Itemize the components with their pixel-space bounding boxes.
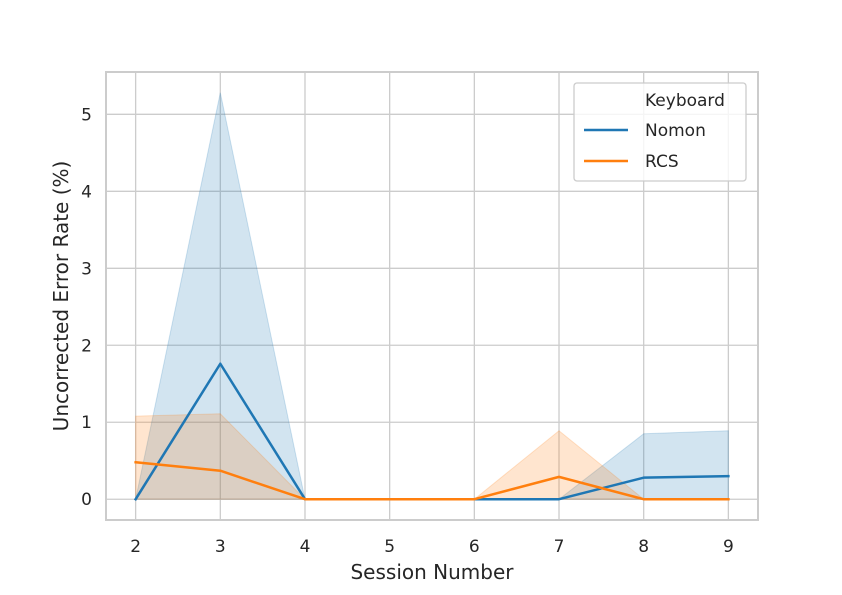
y-tick-label: 5 (81, 105, 92, 125)
x-tick-label: 9 (723, 537, 734, 557)
x-tick-label: 5 (384, 537, 395, 557)
legend-box (573, 82, 747, 182)
x-tick-label: 6 (469, 537, 480, 557)
legend-label-rcs: RCS (645, 152, 679, 172)
legend-label-nomon: Nomon (645, 121, 706, 141)
plot-frame (105, 71, 759, 521)
tick-labels: 2 3 4 5 6 7 8 9 0 1 2 3 4 5 (81, 105, 734, 557)
y-tick-label: 4 (81, 182, 92, 202)
legend: Keyboard Nomon RCS (573, 82, 747, 182)
y-tick-label: 3 (81, 259, 92, 279)
plot-border (105, 71, 759, 521)
x-tick-label: 2 (130, 537, 141, 557)
x-tick-label: 4 (300, 537, 311, 557)
legend-title: Keyboard (645, 91, 725, 111)
x-axis-title: Session Number (350, 560, 514, 584)
x-tick-label: 8 (638, 537, 649, 557)
y-tick-label: 0 (81, 490, 92, 510)
y-tick-label: 1 (81, 413, 92, 433)
x-tick-label: 3 (215, 537, 226, 557)
y-axis-title: Uncorrected Error Rate (%) (49, 161, 73, 432)
y-tick-label: 2 (81, 336, 92, 356)
x-tick-label: 7 (554, 537, 565, 557)
legend-items: Nomon RCS (584, 121, 706, 172)
series-lines (133, 362, 730, 501)
series-line-rcs (134, 460, 730, 501)
